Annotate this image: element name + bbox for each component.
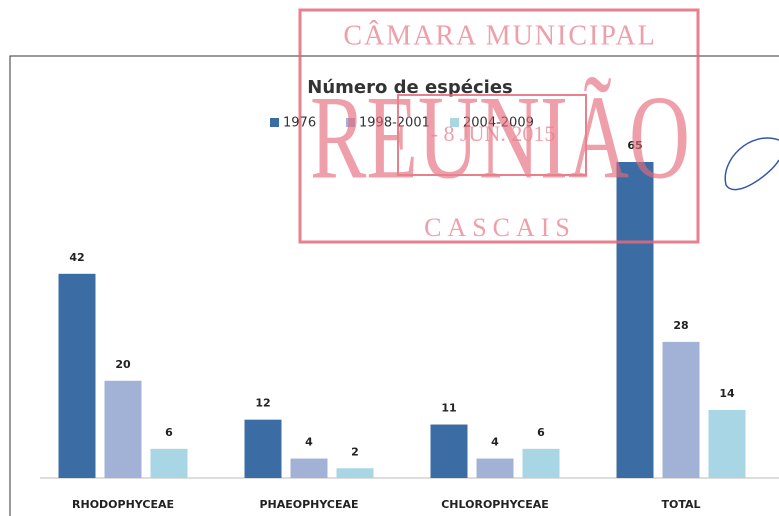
bar: [244, 419, 282, 478]
data-label: 2: [351, 445, 359, 458]
bar: [476, 458, 514, 478]
bar: [662, 341, 700, 478]
legend-swatch: [346, 118, 355, 127]
data-label: 4: [491, 436, 499, 449]
bar: [58, 273, 96, 478]
data-label: 4: [305, 436, 313, 449]
legend-label: 2004-2009: [463, 116, 534, 131]
stamp-border: [298, 8, 700, 244]
data-label: 11: [441, 402, 456, 415]
data-label: 65: [627, 139, 642, 152]
data-label: 20: [115, 358, 131, 371]
bar: [104, 380, 142, 478]
stamp-date: - 8 JUN. 2015: [431, 121, 556, 146]
data-label: 42: [69, 251, 84, 264]
legend-swatch: [270, 118, 279, 127]
bar: [150, 448, 188, 478]
bar: [708, 409, 746, 478]
bar: [430, 424, 468, 478]
stamp-header: CÂMARA MUNICIPAL: [343, 20, 656, 51]
plot: 1976 1998-2001 2004-2009RHODOPHYCEAE42206P…: [40, 116, 779, 511]
chart-title: Número de espécies: [307, 77, 513, 98]
data-label: 6: [537, 426, 545, 439]
bar: [290, 458, 328, 478]
x-tick-label: CHLOROPHYCEAE: [441, 498, 549, 511]
data-label: 6: [165, 426, 173, 439]
stamp-date-box: [397, 94, 587, 176]
legend-label: 1998-2001: [359, 116, 430, 131]
x-tick-label: PHAEOPHYCEAE: [259, 498, 358, 511]
legend-swatch: [450, 118, 459, 127]
chart-frame: [9, 55, 779, 516]
bar: [522, 448, 560, 478]
stamp: CÂMARA MUNICIPAL REUNIÃO - 8 JUN. 2015 C…: [298, 8, 700, 244]
x-tick-label: RHODOPHYCEAE: [72, 498, 174, 511]
data-label: 12: [255, 397, 270, 410]
data-label: 14: [719, 387, 735, 400]
signature: [724, 137, 779, 191]
x-tick-label: TOTAL: [661, 498, 700, 511]
bar: [616, 162, 654, 478]
stamp-word: REUNIÃO: [310, 71, 690, 204]
data-label: 28: [673, 319, 688, 332]
bar: [336, 468, 374, 478]
stamp-footer: CASCAIS: [424, 213, 576, 242]
